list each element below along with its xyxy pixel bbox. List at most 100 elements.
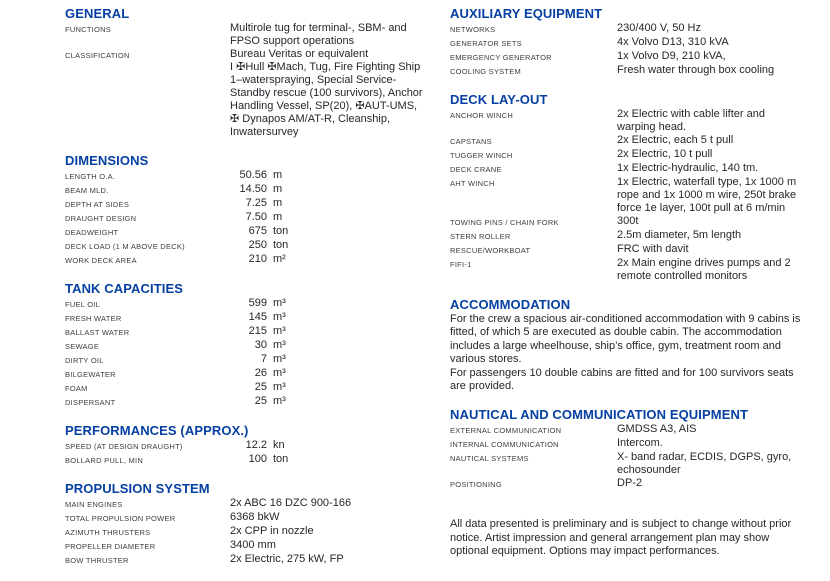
spec-row: BOLLARD PULL, MIN 100 ton xyxy=(65,453,435,467)
spec-value: 230/400 V, 50 Hz xyxy=(617,22,701,34)
section-heading: PERFORMANCES (APPROX.) xyxy=(65,423,249,438)
spec-label: FRESH WATER xyxy=(65,314,122,323)
spec-row: AHT WINCH 1x Electric, waterfall type, 1x… xyxy=(450,176,825,215)
spec-row: CAPSTANS 2x Electric, each 5 t pull xyxy=(450,134,825,148)
spec-row: FRESH WATER 145 m³ xyxy=(65,311,435,325)
section-deck-lay-out: DECK LAY-OUT ANCHOR WINCH 2x Electric with… xyxy=(450,92,825,283)
spec-value: 1x Electric, waterfall type, 1x 1000 m r… xyxy=(617,176,797,214)
spec-label: SEWAGE xyxy=(65,342,100,351)
spec-unit: m³ xyxy=(273,325,286,337)
spec-unit: m³ xyxy=(273,353,286,365)
spec-label: STERN ROLLER xyxy=(450,232,511,241)
spec-number: 250 xyxy=(248,239,267,251)
spec-label: AHT WINCH xyxy=(450,179,495,188)
spec-row: DEPTH AT SIDES 7.25 m xyxy=(65,197,435,211)
right-column: AUXILIARY EQUIPMENT NETWORKS 230/400 V, 50… xyxy=(450,6,825,581)
spec-row: BOW THRUSTER 2x Electric, 275 kW, FP xyxy=(65,553,435,567)
spec-label: ANCHOR WINCH xyxy=(450,111,513,120)
spec-row: AZIMUTH THRUSTERS 2x CPP in nozzle xyxy=(65,525,435,539)
spec-unit: m³ xyxy=(273,311,286,323)
spec-label: EXTERNAL COMMUNICATION xyxy=(450,426,562,436)
section-paragraph: For the crew a spacious air-conditioned … xyxy=(450,313,801,393)
spec-label: FUEL OIL xyxy=(65,300,101,309)
spec-row: DEADWEIGHT 675 ton xyxy=(65,225,435,239)
spec-row: FUNCTIONS Multirole tug for terminal-, SB… xyxy=(65,22,435,48)
section-propulsion-system: PROPULSION SYSTEM MAIN ENGINES 2x ABC 16 D… xyxy=(65,481,435,567)
spec-label: EMERGENCY GENERATOR xyxy=(450,53,552,62)
spec-row: COOLING SYSTEM Fresh water through box co… xyxy=(450,64,825,78)
section-general: GENERAL FUNCTIONS Multirole tug for termin… xyxy=(65,6,435,139)
section-performances-approx: PERFORMANCES (APPROX.) SPEED (AT DESIGN D… xyxy=(65,423,435,467)
spec-value: 2x Main engine drives pumps and 2 remote… xyxy=(617,257,791,282)
spec-number: 7 xyxy=(260,353,267,365)
spec-number: 12.2 xyxy=(245,439,267,451)
spec-row: CLASSIFICATION Bureau Veritas or equivale… xyxy=(65,48,435,139)
spec-row: BALLAST WATER 215 m³ xyxy=(65,325,435,339)
spec-label: TOWING PINS / CHAIN FORK xyxy=(450,218,559,227)
spec-unit: kn xyxy=(273,439,285,451)
spec-label: RESCUE/WORKBOAT xyxy=(450,246,531,255)
spec-label: DIRTY OIL xyxy=(65,356,104,365)
spec-row: DECK LOAD (1 M ABOVE DECK) 250 ton xyxy=(65,239,435,253)
spec-value: 3400 mm xyxy=(230,539,276,551)
left-column: GENERAL FUNCTIONS Multirole tug for termin… xyxy=(65,6,435,581)
spec-label: CLASSIFICATION xyxy=(65,51,130,60)
spec-row: TOTAL PROPULSION POWER 6368 bkW xyxy=(65,511,435,525)
section-auxiliary-equipment: AUXILIARY EQUIPMENT NETWORKS 230/400 V, 50… xyxy=(450,6,825,78)
spec-label: FIFI-1 xyxy=(450,260,472,269)
spec-row: SPEED (AT DESIGN DRAUGHT) 12.2 kn xyxy=(65,439,435,453)
spec-label: FUNCTIONS xyxy=(65,25,111,34)
spec-row: STERN ROLLER 2.5m diameter, 5m length xyxy=(450,229,825,243)
spec-label: CAPSTANS xyxy=(450,137,492,146)
spec-row: EMERGENCY GENERATOR 1x Volvo D9, 210 kVA, xyxy=(450,50,825,64)
spec-label: BILGEWATER xyxy=(65,370,116,379)
spec-label: TUGGER WINCH xyxy=(450,151,513,160)
spec-value: Bureau Veritas or equivalent I ✠Hull ✠Ma… xyxy=(230,48,423,138)
spec-label: WORK DECK AREA xyxy=(65,256,137,265)
spec-unit: m³ xyxy=(273,297,286,309)
spec-value: 2x Electric, 275 kW, FP xyxy=(230,553,344,565)
spec-label: BEAM MLD. xyxy=(65,186,109,195)
spec-value: 2x Electric, 10 t pull xyxy=(617,148,713,160)
spec-number: 215 xyxy=(248,325,267,337)
spec-row: NAUTICAL SYSTEMS X- band radar, ECDIS, DG… xyxy=(450,451,825,477)
spec-unit: m³ xyxy=(273,395,286,407)
spec-value: 2x Electric, each 5 t pull xyxy=(617,134,734,146)
spec-number: 25 xyxy=(254,381,267,393)
spec-number: 675 xyxy=(248,225,267,237)
spec-label: DISPERSANT xyxy=(65,398,116,407)
spec-unit: m xyxy=(273,197,283,209)
section-dimensions: DIMENSIONS LENGTH O.A. 50.56 m BEAM MLD. 14.5… xyxy=(65,153,435,267)
spec-unit: m xyxy=(273,169,283,181)
spec-number: 25 xyxy=(254,395,267,407)
spec-row: PROPELLER DIAMETER 3400 mm xyxy=(65,539,435,553)
spec-label: BALLAST WATER xyxy=(65,328,130,337)
spec-row: FIFI-1 2x Main engine drives pumps and 2 … xyxy=(450,257,825,283)
spec-number: 599 xyxy=(248,297,267,309)
spec-value: 300t xyxy=(617,215,639,227)
spec-label: FOAM xyxy=(65,384,88,393)
section-heading: PROPULSION SYSTEM xyxy=(65,481,210,496)
spec-row: LENGTH O.A. 50.56 m xyxy=(65,169,435,183)
spec-row: SEWAGE 30 m³ xyxy=(65,339,435,353)
spec-number: 210 xyxy=(248,253,267,265)
spec-number: 30 xyxy=(254,339,267,351)
spec-label: INTERNAL COMMUNICATION xyxy=(450,440,559,450)
spec-unit: m xyxy=(273,183,283,195)
spec-row: DISPERSANT 25 m³ xyxy=(65,395,435,409)
spec-label: BOW THRUSTER xyxy=(65,556,129,565)
spec-label: NETWORKS xyxy=(450,25,496,34)
spec-value: Fresh water through box cooling xyxy=(617,64,775,76)
section-nautical-and-communication-equipment: NAUTICAL AND COMMUNICATION EQUIPMENT EXTE… xyxy=(450,407,825,491)
section-heading: AUXILIARY EQUIPMENT xyxy=(450,6,603,21)
spec-row: TUGGER WINCH 2x Electric, 10 t pull xyxy=(450,148,825,162)
spec-value: 1x Volvo D9, 210 kVA, xyxy=(617,50,726,62)
section-heading: DIMENSIONS xyxy=(65,153,149,168)
section-heading: ACCOMMODATION xyxy=(450,297,571,312)
spec-row: POSITIONING DP-2 xyxy=(450,477,825,491)
spec-row: MAIN ENGINES 2x ABC 16 DZC 900-166 xyxy=(65,497,435,511)
spec-row: BILGEWATER 26 m³ xyxy=(65,367,435,381)
spec-label: DECK LOAD (1 M ABOVE DECK) xyxy=(65,242,185,251)
spec-row: TOWING PINS / CHAIN FORK 300t xyxy=(450,215,825,229)
spec-label: LENGTH O.A. xyxy=(65,172,116,181)
